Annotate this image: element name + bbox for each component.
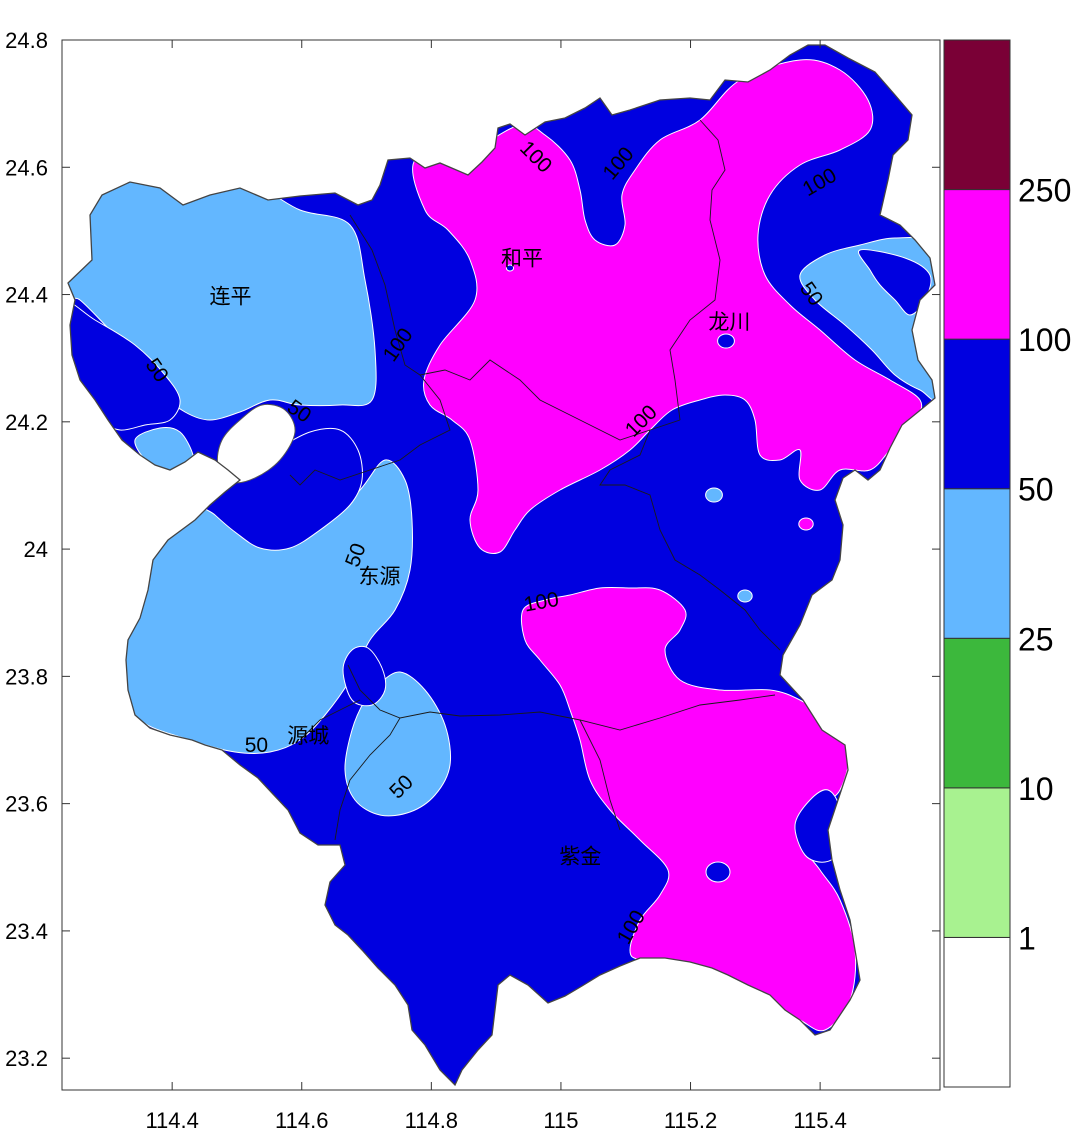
fill-spot-3	[798, 517, 814, 531]
fill-spot-1	[705, 487, 723, 503]
place-label: 东源	[359, 565, 401, 589]
y-tick-label: 24.6	[5, 155, 48, 180]
legend-boundary-label: 50	[1018, 472, 1054, 508]
x-tick-label: 114.8	[405, 1108, 458, 1133]
legend-bin-6	[943, 39, 1011, 191]
county-boundary-6	[334, 717, 401, 841]
legend-bin-0	[943, 936, 1011, 1088]
x-tick-label: 114.6	[275, 1108, 328, 1133]
place-label: 紫金	[559, 845, 601, 869]
fill-spot-0	[717, 333, 735, 349]
fill-50-100-inner-2	[858, 249, 932, 316]
y-tick-label: 23.4	[5, 919, 48, 944]
x-tick-label: 115.4	[793, 1108, 846, 1133]
fill-spot-4	[705, 861, 731, 883]
county-boundary-4	[347, 664, 776, 731]
legend-boundary-label: 250	[1018, 173, 1071, 209]
y-tick-label: 23.6	[5, 792, 48, 817]
plot-frame	[61, 39, 941, 1091]
y-tick-label: 24.2	[5, 410, 48, 435]
county-boundary-1	[669, 119, 726, 421]
y-tick-label: 24.4	[5, 283, 48, 308]
x-tick-label: 114.4	[145, 1108, 198, 1133]
legend-bin-3	[943, 488, 1011, 639]
place-label: 龙川	[708, 310, 750, 334]
place-label: 源城	[287, 724, 329, 748]
region-outline	[67, 44, 936, 1087]
y-tick-label: 23.8	[5, 664, 48, 689]
place-label: 和平	[501, 247, 543, 271]
y-tick-label: 24	[24, 537, 48, 562]
x-tick-label: 115	[543, 1108, 578, 1133]
legend-bin-1	[943, 787, 1011, 938]
place-label: 连平	[209, 285, 251, 309]
fill-25-50-zone-3	[344, 671, 452, 817]
fill-spot-2	[737, 589, 753, 603]
county-boundary-0	[349, 214, 681, 441]
legend-boundary-label: 25	[1018, 621, 1054, 657]
county-boundary-5	[299, 699, 361, 741]
county-boundary-2	[289, 374, 451, 486]
y-tick-label: 24.8	[5, 28, 48, 53]
legend-boundary-label: 1	[1018, 920, 1036, 956]
map-frame	[61, 39, 941, 1091]
color-legend: 1 10 25 50 100 250	[943, 39, 1071, 1088]
y-tick-label: 23.2	[5, 1046, 48, 1071]
x-tick-label: 115.2	[664, 1108, 717, 1133]
legend-boundary-label: 10	[1018, 771, 1054, 807]
county-boundary-7	[579, 719, 621, 831]
contour-label: 50	[245, 734, 268, 757]
axis-ticks: 114.4 114.6 114.8 115 115.2 115.4 24.8 24.6 24.4…	[5, 28, 940, 1133]
fill-100-250-zone-0	[412, 59, 923, 554]
fill-50-100-inner-3	[342, 645, 387, 707]
fill-spot-5	[505, 264, 515, 272]
county-boundary-3	[599, 429, 781, 651]
legend-bin-2	[943, 637, 1011, 789]
legend-bin-5	[943, 189, 1011, 340]
legend-bin-4	[943, 338, 1011, 490]
legend-boundary-label: 100	[1018, 322, 1071, 358]
county-boundaries	[289, 119, 781, 841]
